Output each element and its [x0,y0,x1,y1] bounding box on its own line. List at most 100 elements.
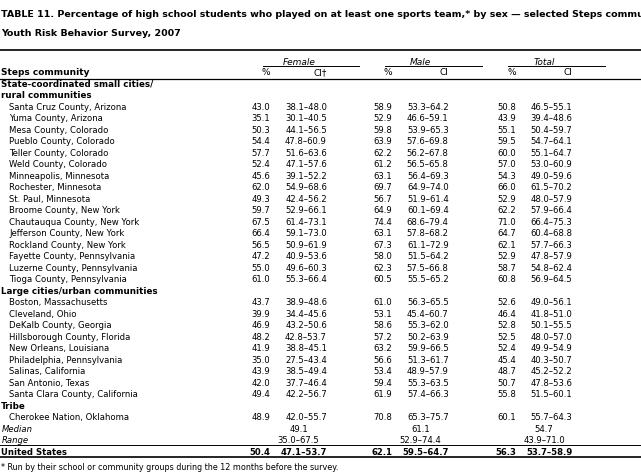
Text: Weld County, Colorado: Weld County, Colorado [9,160,107,169]
Text: 62.1: 62.1 [371,448,392,457]
Text: Luzerne County, Pennsylvania: Luzerne County, Pennsylvania [9,264,137,273]
Text: 60.1–69.4: 60.1–69.4 [407,206,449,215]
Text: 38.1–48.0: 38.1–48.0 [285,103,327,112]
Text: 55.8: 55.8 [497,390,516,399]
Text: 61.0: 61.0 [252,275,271,284]
Text: 52.4: 52.4 [252,160,271,169]
Text: 59.5: 59.5 [497,137,516,147]
Text: 55.3–66.4: 55.3–66.4 [285,275,327,284]
Text: Total: Total [533,58,555,67]
Text: 61.5–70.2: 61.5–70.2 [531,184,572,193]
Text: Philadelphia, Pennsylvania: Philadelphia, Pennsylvania [9,356,122,365]
Text: 52.5: 52.5 [497,333,516,342]
Text: 55.1: 55.1 [497,126,516,135]
Text: 53.0–60.9: 53.0–60.9 [531,160,572,169]
Text: 50.2–63.9: 50.2–63.9 [407,333,449,342]
Text: 64.9: 64.9 [374,206,392,215]
Text: Male: Male [410,58,431,67]
Text: United States: United States [1,448,67,457]
Text: Youth Risk Behavior Survey, 2007: Youth Risk Behavior Survey, 2007 [1,29,181,38]
Text: 55.7–64.3: 55.7–64.3 [531,413,572,422]
Text: 43.0: 43.0 [252,103,271,112]
Text: Steps community: Steps community [1,68,90,77]
Text: 57.7: 57.7 [252,149,271,158]
Text: 59.4: 59.4 [374,379,392,388]
Text: 52.9–74.4: 52.9–74.4 [399,436,442,445]
Text: 50.9–61.9: 50.9–61.9 [285,241,327,250]
Text: rural communities: rural communities [1,91,92,100]
Text: 46.5–55.1: 46.5–55.1 [531,103,572,112]
Text: 59.5–64.7: 59.5–64.7 [403,448,449,457]
Text: 60.8: 60.8 [497,275,516,284]
Text: 56.2–67.8: 56.2–67.8 [407,149,449,158]
Text: 34.4–45.6: 34.4–45.6 [285,310,327,319]
Text: 43.9: 43.9 [252,367,271,377]
Text: 43.7: 43.7 [252,298,271,307]
Text: 56.3: 56.3 [495,448,516,457]
Text: 57.5–66.8: 57.5–66.8 [407,264,449,273]
Text: 67.5: 67.5 [252,218,271,227]
Text: 59.8: 59.8 [374,126,392,135]
Text: 53.3–64.2: 53.3–64.2 [407,103,449,112]
Text: Range: Range [1,436,28,445]
Text: State-coordinated small cities/: State-coordinated small cities/ [1,80,154,89]
Text: Pueblo County, Colorado: Pueblo County, Colorado [9,137,115,147]
Text: 41.9: 41.9 [252,344,271,353]
Text: 58.6: 58.6 [374,321,392,330]
Text: 61.9: 61.9 [374,390,392,399]
Text: 49.4: 49.4 [252,390,271,399]
Text: 53.9–65.3: 53.9–65.3 [407,126,449,135]
Text: 58.0: 58.0 [374,252,392,262]
Text: 46.6–59.1: 46.6–59.1 [407,114,449,123]
Text: 50.4–59.7: 50.4–59.7 [531,126,572,135]
Text: 57.6–69.8: 57.6–69.8 [407,137,449,147]
Text: 49.3: 49.3 [252,195,271,204]
Text: 64.7: 64.7 [497,229,516,238]
Text: 42.2–56.7: 42.2–56.7 [285,390,327,399]
Text: 58.7: 58.7 [497,264,516,273]
Text: 54.7–64.1: 54.7–64.1 [531,137,572,147]
Text: Chautauqua County, New York: Chautauqua County, New York [9,218,139,227]
Text: 45.6: 45.6 [252,172,271,181]
Text: 57.7–66.3: 57.7–66.3 [531,241,572,250]
Text: 60.0: 60.0 [497,149,516,158]
Text: Broome County, New York: Broome County, New York [9,206,120,215]
Text: Cherokee Nation, Oklahoma: Cherokee Nation, Oklahoma [9,413,129,422]
Text: 69.7: 69.7 [374,184,392,193]
Text: 54.7: 54.7 [535,425,554,434]
Text: Santa Clara County, California: Santa Clara County, California [9,390,138,399]
Text: Large cities/urban communities: Large cities/urban communities [1,287,158,296]
Text: 38.5–49.4: 38.5–49.4 [285,367,327,377]
Text: 39.1–52.2: 39.1–52.2 [285,172,327,181]
Text: 56.3–65.5: 56.3–65.5 [407,298,449,307]
Text: 54.3: 54.3 [497,172,516,181]
Text: 39.4–48.6: 39.4–48.6 [531,114,572,123]
Text: 48.0–57.0: 48.0–57.0 [531,333,572,342]
Text: 52.9: 52.9 [497,252,516,262]
Text: 44.1–56.5: 44.1–56.5 [285,126,327,135]
Text: 43.9: 43.9 [497,114,516,123]
Text: Jefferson County, New York: Jefferson County, New York [9,229,124,238]
Text: 53.7–58.9: 53.7–58.9 [526,448,572,457]
Text: TABLE 11. Percentage of high school students who played on at least one sports t: TABLE 11. Percentage of high school stud… [1,10,641,19]
Text: DeKalb County, Georgia: DeKalb County, Georgia [9,321,112,330]
Text: 43.9–71.0: 43.9–71.0 [523,436,565,445]
Text: 47.8–53.6: 47.8–53.6 [531,379,572,388]
Text: 57.0: 57.0 [497,160,516,169]
Text: 71.0: 71.0 [497,218,516,227]
Text: 53.4: 53.4 [374,367,392,377]
Text: 35.0–67.5: 35.0–67.5 [278,436,320,445]
Text: Tribe: Tribe [1,402,26,411]
Text: 65.3–75.7: 65.3–75.7 [407,413,449,422]
Text: * Run by their school or community groups during the 12 months before the survey: * Run by their school or community group… [1,463,338,472]
Text: St. Paul, Minnesota: St. Paul, Minnesota [9,195,90,204]
Text: Salinas, California: Salinas, California [9,367,85,377]
Text: 55.5–65.2: 55.5–65.2 [407,275,449,284]
Text: 50.8: 50.8 [497,103,516,112]
Text: 56.4–69.3: 56.4–69.3 [407,172,449,181]
Text: 62.1: 62.1 [497,241,516,250]
Text: 49.9–54.9: 49.9–54.9 [531,344,572,353]
Text: 59.1–73.0: 59.1–73.0 [285,229,327,238]
Text: 56.6: 56.6 [374,356,392,365]
Text: 37.7–46.4: 37.7–46.4 [285,379,327,388]
